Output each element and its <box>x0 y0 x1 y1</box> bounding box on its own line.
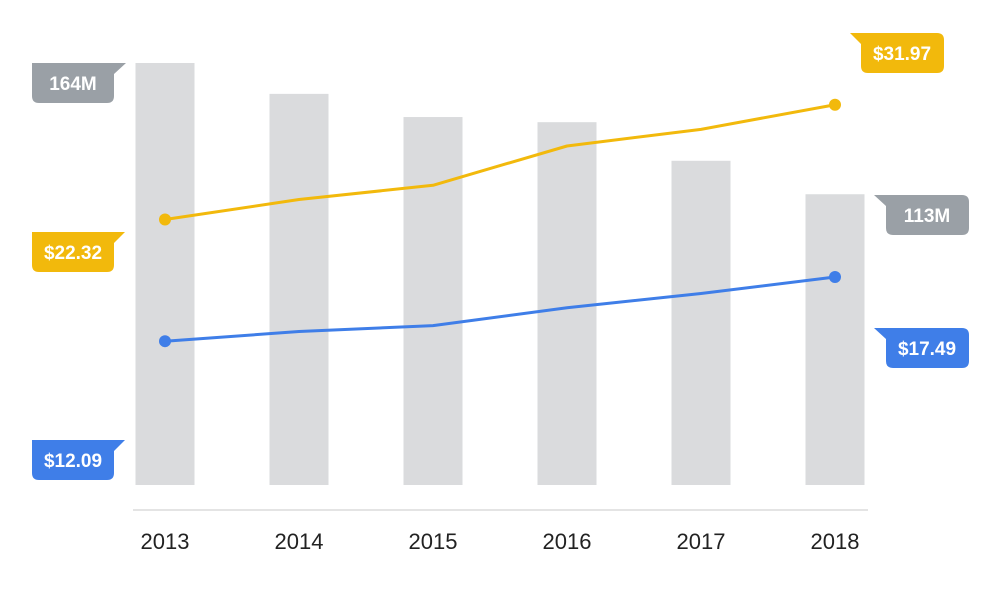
blue-label-first: $12.09 <box>44 451 102 472</box>
gold-label-first: $22.32 <box>44 243 102 264</box>
x-tick-2016: 2016 <box>543 529 592 554</box>
bar-label-first-tag: 164M <box>32 63 126 103</box>
bar-2015 <box>403 117 463 485</box>
bar-2017 <box>671 160 731 485</box>
bar-2013 <box>135 63 195 485</box>
bar-2014 <box>269 93 329 485</box>
bar-2018 <box>805 194 865 486</box>
blue-label-last-tag: $17.49 <box>874 328 969 368</box>
blue-label-last: $17.49 <box>898 339 956 360</box>
bar-series <box>135 63 865 486</box>
line-blue <box>163 275 837 343</box>
bar-label-first: 164M <box>49 74 97 95</box>
bar-label-last: 113M <box>904 206 950 227</box>
x-tick-2018: 2018 <box>811 529 860 554</box>
gold-label-last-tag: $31.97 <box>850 33 944 73</box>
x-tick-2013: 2013 <box>141 529 190 554</box>
gold-label-first-tag: $22.32 <box>32 232 125 272</box>
line-blue-point-2018 <box>829 270 841 283</box>
line-gold <box>163 103 837 222</box>
x-tick-2015: 2015 <box>409 529 458 554</box>
bar-label-last-tag: 113M <box>874 195 969 235</box>
x-tick-2017: 2017 <box>677 529 726 554</box>
x-axis-ticks: 2013 2014 2015 2016 2017 2018 <box>141 529 860 554</box>
x-tick-2014: 2014 <box>275 529 324 554</box>
line-blue-point-2013 <box>159 335 171 348</box>
blue-label-first-tag: $12.09 <box>32 440 125 480</box>
line-series <box>159 98 841 348</box>
line-gold-point-2013 <box>159 213 171 226</box>
bar-2016 <box>537 122 597 486</box>
gold-label-last: $31.97 <box>873 44 931 65</box>
line-gold-point-2018 <box>829 98 841 111</box>
